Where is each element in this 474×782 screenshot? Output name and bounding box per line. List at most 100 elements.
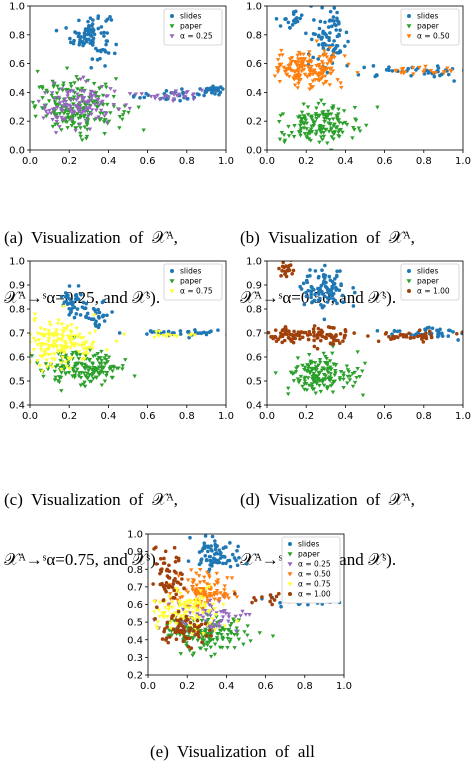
point-a025 bbox=[209, 604, 214, 609]
point-paper bbox=[285, 386, 291, 391]
point-slides bbox=[332, 22, 337, 27]
point-a100 bbox=[153, 617, 157, 621]
point-a050 bbox=[325, 66, 330, 71]
points-group bbox=[30, 284, 226, 393]
point-a075 bbox=[72, 344, 77, 349]
scatter-plot-d: 0.0 0.2 0.4 0.6 0.8 1.0 0.4 0.5 0.6 0.7 0.8 0.9 1.0 s… bbox=[246, 257, 471, 423]
point-paper bbox=[74, 75, 79, 79]
point-slides bbox=[94, 324, 98, 328]
x-tick-label: 1.0 bbox=[455, 411, 471, 422]
point-a050 bbox=[296, 75, 302, 80]
point-slides bbox=[63, 291, 68, 295]
point-a100 bbox=[422, 333, 427, 338]
x-tick-label: 0.8 bbox=[416, 411, 432, 422]
point-slides bbox=[304, 294, 309, 299]
legend-marker bbox=[406, 34, 412, 39]
point-a075 bbox=[32, 317, 38, 321]
point-a100 bbox=[316, 326, 321, 331]
point-paper bbox=[89, 373, 95, 378]
point-a100 bbox=[391, 334, 396, 339]
point-a025 bbox=[181, 95, 187, 99]
point-slides bbox=[309, 295, 313, 300]
point-a075 bbox=[70, 342, 75, 347]
point-paper bbox=[302, 379, 308, 384]
point-a050 bbox=[319, 65, 325, 70]
point-paper bbox=[190, 653, 195, 658]
point-a050 bbox=[325, 62, 330, 67]
point-slides bbox=[338, 28, 342, 32]
point-slides bbox=[104, 39, 109, 43]
subfigure-c: 0.0 0.2 0.4 0.6 0.8 1.0 0.4 0.5 0.6 0.7 0.8 0.9 1.0 s… bbox=[0, 255, 237, 430]
point-slides bbox=[341, 300, 346, 305]
point-paper bbox=[344, 122, 350, 127]
point-paper bbox=[304, 136, 310, 140]
point-paper bbox=[85, 78, 91, 83]
point-a075 bbox=[184, 610, 190, 614]
point-a050 bbox=[175, 598, 180, 603]
point-paper bbox=[342, 120, 348, 125]
point-paper bbox=[79, 86, 85, 91]
point-slides bbox=[213, 539, 217, 543]
point-slides bbox=[79, 35, 83, 39]
point-a100 bbox=[161, 598, 166, 603]
point-a025 bbox=[76, 105, 81, 110]
point-paper bbox=[364, 123, 369, 128]
point-paper bbox=[320, 380, 325, 385]
point-a100 bbox=[341, 339, 345, 343]
point-a075 bbox=[42, 328, 47, 332]
point-a075 bbox=[196, 601, 202, 605]
point-paper bbox=[326, 112, 331, 117]
point-a050 bbox=[206, 573, 212, 578]
point-slides bbox=[452, 79, 456, 83]
point-a050 bbox=[207, 593, 213, 598]
point-slides bbox=[320, 289, 324, 294]
point-a025 bbox=[216, 621, 222, 626]
point-slides bbox=[84, 315, 88, 320]
x-tick-label: 0.4 bbox=[218, 681, 234, 692]
point-paper bbox=[120, 117, 125, 122]
point-a100 bbox=[318, 338, 323, 343]
point-paper bbox=[64, 66, 70, 71]
point-a100 bbox=[412, 335, 416, 340]
point-paper bbox=[66, 115, 72, 120]
point-a075 bbox=[84, 340, 89, 345]
point-a075 bbox=[35, 359, 40, 363]
point-a050 bbox=[298, 77, 303, 82]
point-slides bbox=[299, 13, 304, 17]
point-a075 bbox=[154, 330, 159, 335]
point-paper bbox=[46, 99, 52, 104]
point-slides bbox=[97, 310, 102, 315]
point-a025 bbox=[243, 612, 249, 617]
point-paper bbox=[337, 377, 343, 382]
point-paper bbox=[332, 130, 337, 134]
point-a075 bbox=[31, 336, 36, 341]
point-paper bbox=[123, 358, 128, 362]
point-slides bbox=[217, 560, 222, 565]
point-a075 bbox=[67, 367, 72, 371]
point-a075 bbox=[177, 600, 182, 605]
point-slides bbox=[316, 286, 320, 291]
point-slides bbox=[112, 51, 117, 56]
point-a100 bbox=[323, 335, 327, 340]
point-paper bbox=[310, 118, 315, 123]
point-slides bbox=[320, 305, 325, 310]
point-paper bbox=[231, 617, 236, 622]
point-a075 bbox=[196, 615, 202, 620]
points-group bbox=[267, 261, 463, 398]
point-paper bbox=[126, 110, 131, 115]
point-paper bbox=[291, 135, 297, 139]
legend-marker bbox=[406, 279, 412, 284]
point-a025 bbox=[77, 101, 82, 106]
point-paper bbox=[63, 106, 69, 111]
point-paper bbox=[355, 350, 360, 355]
point-slides bbox=[352, 290, 357, 295]
point-slides bbox=[67, 284, 72, 288]
point-paper bbox=[298, 374, 304, 379]
point-paper bbox=[338, 370, 344, 374]
point-paper bbox=[120, 367, 125, 372]
point-a050 bbox=[205, 599, 211, 603]
point-a075 bbox=[69, 323, 74, 327]
point-slides bbox=[331, 49, 336, 53]
subfigure-a: 0.0 0.2 0.4 0.6 0.8 1.0 0.0 0.2 0.4 0.6 0.8 1.0 slid… bbox=[0, 0, 237, 175]
point-a025 bbox=[68, 108, 73, 113]
